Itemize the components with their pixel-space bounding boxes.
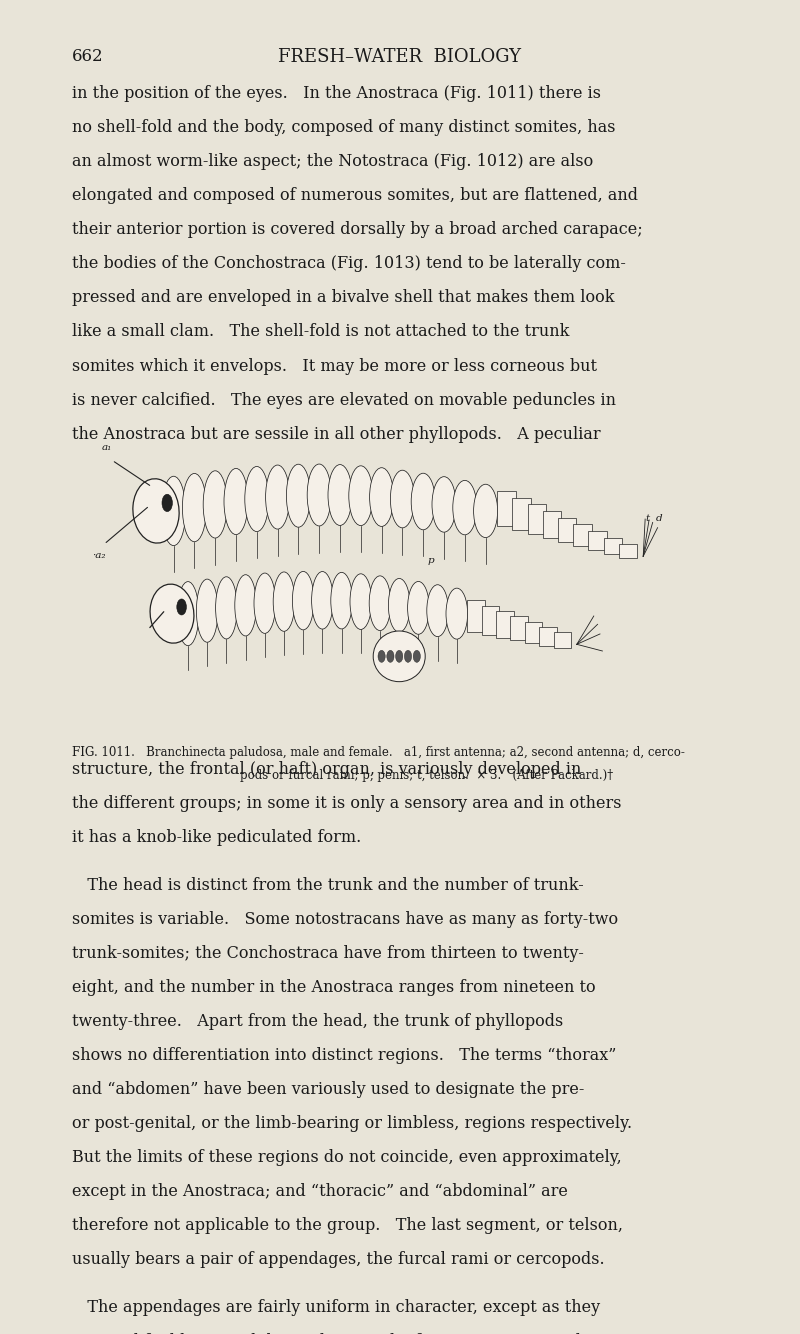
Text: eight, and the number in the Anostraca ranges from nineteen to: eight, and the number in the Anostraca r… xyxy=(72,979,596,995)
FancyBboxPatch shape xyxy=(513,498,531,530)
Text: d: d xyxy=(656,514,662,523)
FancyBboxPatch shape xyxy=(482,606,499,635)
Text: or post-genital, or the limb-bearing or limbless, regions respectively.: or post-genital, or the limb-bearing or … xyxy=(72,1115,632,1131)
FancyBboxPatch shape xyxy=(498,491,516,526)
Text: except in the Anostraca; and “thoracic” and “abdominal” are: except in the Anostraca; and “thoracic” … xyxy=(72,1183,568,1199)
Text: 662: 662 xyxy=(72,48,104,65)
Ellipse shape xyxy=(373,631,426,682)
Ellipse shape xyxy=(389,579,410,632)
Ellipse shape xyxy=(266,466,290,530)
Text: pressed and are enveloped in a bivalve shell that makes them look: pressed and are enveloped in a bivalve s… xyxy=(72,289,614,307)
Text: the different groups; in some it is only a sensory area and in others: the different groups; in some it is only… xyxy=(72,795,622,812)
Ellipse shape xyxy=(150,584,194,643)
Ellipse shape xyxy=(331,572,352,628)
Ellipse shape xyxy=(312,571,334,630)
FancyBboxPatch shape xyxy=(573,524,592,546)
Ellipse shape xyxy=(178,582,199,646)
Ellipse shape xyxy=(378,650,386,663)
Text: the bodies of the Conchostraca (Fig. 1013) tend to be laterally com-: the bodies of the Conchostraca (Fig. 101… xyxy=(72,256,626,272)
Ellipse shape xyxy=(350,574,371,630)
Text: pods or furcal rami; p, penis; t, telson.  × 3.   (After Packard.)†: pods or furcal rami; p, penis; t, telson… xyxy=(240,768,613,782)
Text: a₁: a₁ xyxy=(102,443,111,452)
Ellipse shape xyxy=(254,574,275,634)
Ellipse shape xyxy=(203,471,227,538)
FancyBboxPatch shape xyxy=(619,544,638,558)
Ellipse shape xyxy=(446,588,467,639)
Text: an almost worm-like aspect; the Notostraca (Fig. 1012) are also: an almost worm-like aspect; the Notostra… xyxy=(72,153,594,171)
Text: the Anostraca but are sessile in all other phyllopods.   A peculiar: the Anostraca but are sessile in all oth… xyxy=(72,426,601,443)
Text: structure, the frontal (or haft) organ, is variously developed in: structure, the frontal (or haft) organ, … xyxy=(72,760,582,778)
Ellipse shape xyxy=(162,476,186,546)
Text: their anterior portion is covered dorsally by a broad arched carapace;: their anterior portion is covered dorsal… xyxy=(72,221,642,239)
Text: are modified by sexual dimorphism.   The first antennae are always: are modified by sexual dimorphism. The f… xyxy=(72,1333,622,1334)
Text: somites is variable.   Some notostracans have as many as forty-two: somites is variable. Some notostracans h… xyxy=(72,911,618,927)
Text: it has a knob-like pediculated form.: it has a knob-like pediculated form. xyxy=(72,828,362,846)
Ellipse shape xyxy=(133,479,179,543)
Ellipse shape xyxy=(182,474,206,542)
Text: therefore not applicable to the group.   The last segment, or telson,: therefore not applicable to the group. T… xyxy=(72,1217,623,1234)
FancyBboxPatch shape xyxy=(539,627,557,646)
Text: in the position of the eyes.   In the Anostraca (Fig. 1011) there is: in the position of the eyes. In the Anos… xyxy=(72,85,601,103)
Text: and “abdomen” have been variously used to designate the pre-: and “abdomen” have been variously used t… xyxy=(72,1081,584,1098)
Ellipse shape xyxy=(224,468,248,535)
Ellipse shape xyxy=(370,576,391,631)
Text: twenty-three.   Apart from the head, the trunk of phyllopods: twenty-three. Apart from the head, the t… xyxy=(72,1013,563,1030)
Ellipse shape xyxy=(413,650,421,663)
FancyBboxPatch shape xyxy=(496,611,514,638)
Ellipse shape xyxy=(408,582,430,634)
Ellipse shape xyxy=(328,464,352,526)
Ellipse shape xyxy=(370,468,394,527)
Ellipse shape xyxy=(432,476,456,532)
FancyBboxPatch shape xyxy=(525,622,542,643)
Ellipse shape xyxy=(453,480,477,535)
Text: somites which it envelops.   It may be more or less corneous but: somites which it envelops. It may be mor… xyxy=(72,358,597,375)
FancyBboxPatch shape xyxy=(467,600,485,632)
FancyBboxPatch shape xyxy=(510,616,528,640)
Ellipse shape xyxy=(177,599,186,615)
Text: is never calcified.   The eyes are elevated on movable peduncles in: is never calcified. The eyes are elevate… xyxy=(72,392,616,408)
Text: FRESH–WATER  BIOLOGY: FRESH–WATER BIOLOGY xyxy=(278,48,522,65)
FancyBboxPatch shape xyxy=(554,632,571,648)
Text: trunk-somites; the Conchostraca have from thirteen to twenty-: trunk-somites; the Conchostraca have fro… xyxy=(72,944,584,962)
Ellipse shape xyxy=(215,576,237,639)
Text: But the limits of these regions do not coincide, even approximately,: But the limits of these regions do not c… xyxy=(72,1149,622,1166)
Ellipse shape xyxy=(286,464,310,527)
Ellipse shape xyxy=(404,650,412,663)
Ellipse shape xyxy=(245,467,269,531)
Ellipse shape xyxy=(273,572,294,631)
FancyBboxPatch shape xyxy=(589,531,607,550)
Text: The head is distinct from the trunk and the number of trunk-: The head is distinct from the trunk and … xyxy=(72,876,584,894)
FancyBboxPatch shape xyxy=(558,518,576,542)
Text: ·a₂: ·a₂ xyxy=(92,551,105,560)
Text: The appendages are fairly uniform in character, except as they: The appendages are fairly uniform in cha… xyxy=(72,1298,600,1315)
FancyBboxPatch shape xyxy=(604,538,622,554)
Text: t: t xyxy=(645,514,650,523)
Ellipse shape xyxy=(390,470,414,528)
Ellipse shape xyxy=(474,484,498,538)
Text: usually bears a pair of appendages, the furcal rami or cercopods.: usually bears a pair of appendages, the … xyxy=(72,1251,605,1267)
Text: p: p xyxy=(428,556,434,566)
Ellipse shape xyxy=(395,650,403,663)
Ellipse shape xyxy=(197,579,218,642)
Ellipse shape xyxy=(411,474,435,530)
Text: elongated and composed of numerous somites, but are flattened, and: elongated and composed of numerous somit… xyxy=(72,187,638,204)
Ellipse shape xyxy=(293,571,314,630)
Ellipse shape xyxy=(427,584,448,636)
Text: like a small clam.   The shell-fold is not attached to the trunk: like a small clam. The shell-fold is not… xyxy=(72,323,570,340)
Text: shows no differentiation into distinct regions.   The terms “thorax”: shows no differentiation into distinct r… xyxy=(72,1047,616,1063)
Text: no shell-fold and the body, composed of many distinct somites, has: no shell-fold and the body, composed of … xyxy=(72,119,615,136)
Text: FIG. 1011.   Branchinecta paludosa, male and female.   a1, first antenna; a2, se: FIG. 1011. Branchinecta paludosa, male a… xyxy=(72,746,685,759)
FancyBboxPatch shape xyxy=(528,504,546,534)
Ellipse shape xyxy=(307,464,331,526)
Ellipse shape xyxy=(162,494,173,512)
Ellipse shape xyxy=(386,650,394,663)
FancyBboxPatch shape xyxy=(542,511,562,538)
Ellipse shape xyxy=(235,575,256,636)
Ellipse shape xyxy=(349,466,373,526)
